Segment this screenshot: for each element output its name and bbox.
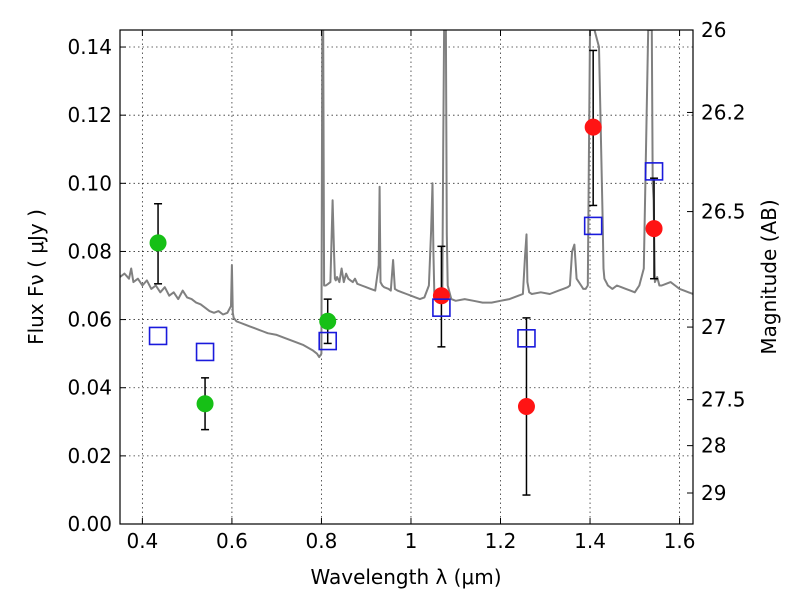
model-point-square xyxy=(583,216,603,236)
data-point-circle xyxy=(645,220,663,238)
y-axis-right: 26 26.2 26.5 27 27.5 28 29 xyxy=(687,18,746,505)
x-tick-label: 1.4 xyxy=(574,529,606,553)
plot-area xyxy=(120,30,693,496)
y-tick-label: 0.12 xyxy=(67,103,112,127)
right-tick-label: 27.5 xyxy=(701,388,746,412)
model-point-square xyxy=(318,331,338,351)
model-point-square xyxy=(644,162,664,181)
y-axis-title: Flux Fν ( μJy ) xyxy=(24,209,48,345)
data-point-circle xyxy=(432,287,450,305)
right-tick-label: 26 xyxy=(701,18,726,42)
data-point-circle xyxy=(517,397,535,415)
grid xyxy=(120,30,693,524)
data-point-circle xyxy=(149,234,167,252)
right-tick-label: 29 xyxy=(701,481,726,505)
right-tick-label: 28 xyxy=(701,434,726,458)
y-axis-left: 0.00 0.02 0.04 0.06 0.08 0.10 0.12 0.14 xyxy=(67,35,126,536)
y-tick-label: 0.10 xyxy=(67,171,112,195)
x-tick-label: 0.8 xyxy=(306,529,338,553)
model-point-square xyxy=(517,329,536,348)
x-tick-label: 1.6 xyxy=(664,529,696,553)
data-point-circle xyxy=(196,395,214,413)
model-point-square xyxy=(432,298,451,317)
y-tick-label: 0.02 xyxy=(67,444,112,468)
plot-frame xyxy=(119,29,694,525)
x-tick-label: 1.2 xyxy=(485,529,517,553)
model-point-square xyxy=(195,342,215,362)
y-tick-label: 0.04 xyxy=(67,376,112,400)
data-point-circle xyxy=(584,118,602,136)
right-tick-label: 26.5 xyxy=(701,200,746,224)
y-tick-label: 0.14 xyxy=(67,35,112,59)
y-tick-label: 0.08 xyxy=(67,239,112,263)
data-point-circle xyxy=(319,312,337,330)
right-tick-label: 27 xyxy=(701,315,726,339)
model-spectrum-line xyxy=(120,30,693,359)
model-point-square xyxy=(148,326,168,346)
y-tick-label: 0.00 xyxy=(67,512,112,536)
x-axis-title: Wavelength λ (μm) xyxy=(310,565,501,589)
x-tick-label: 1 xyxy=(405,529,418,553)
x-tick-label: 0.4 xyxy=(126,529,158,553)
x-axis: 0.4 0.6 0.8 1 1.2 1.4 1.6 xyxy=(126,30,695,553)
right-tick-label: 26.2 xyxy=(701,100,746,124)
x-tick-label: 0.6 xyxy=(216,529,248,553)
y-tick-label: 0.06 xyxy=(67,308,112,332)
right-axis-title: Magnitude (AB) xyxy=(757,199,781,354)
